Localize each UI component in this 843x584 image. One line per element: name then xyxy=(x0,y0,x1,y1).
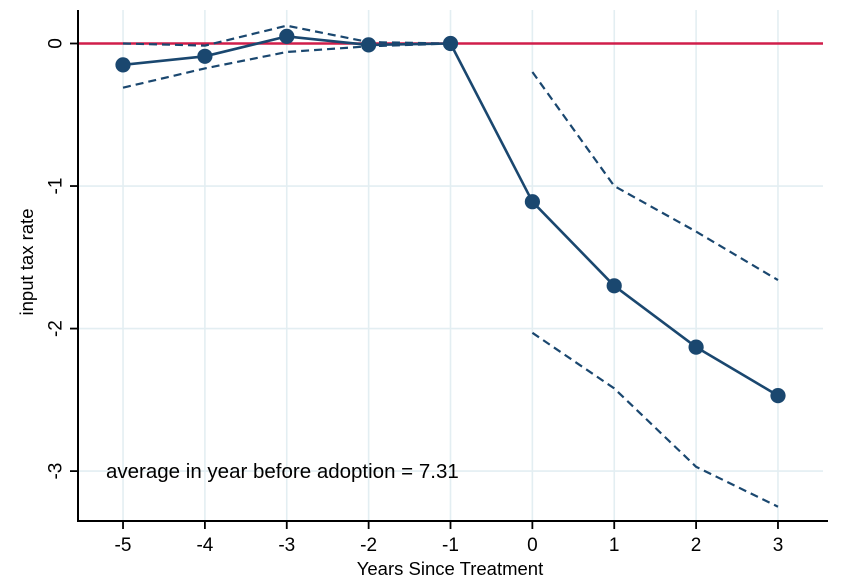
x-tick-label: 0 xyxy=(527,535,538,556)
estimate-marker xyxy=(361,37,377,53)
x-tick-label: -1 xyxy=(442,535,459,556)
x-tick-label: -5 xyxy=(115,535,132,556)
x-tick-label: 1 xyxy=(609,535,620,556)
x-tick-label: -2 xyxy=(360,535,377,556)
y-tick-label: -3 xyxy=(46,463,67,480)
x-tick-label: -3 xyxy=(278,535,295,556)
y-tick-label: -1 xyxy=(46,178,67,195)
tick-labels: -5 -4 -3 -2 -1 0 1 2 3 0 -1 -2 -3 xyxy=(46,38,784,556)
ci-lower-post-dashed-line xyxy=(531,331,779,508)
annotation-average-note: average in year before adoption = 7.31 xyxy=(106,460,459,483)
x-tick-label: 2 xyxy=(691,535,702,556)
axes xyxy=(77,10,828,522)
ci-upper-pre-dashed-line xyxy=(122,24,451,47)
estimate-marker xyxy=(770,388,786,404)
x-tick-label: 3 xyxy=(773,535,784,556)
estimate-marker xyxy=(524,194,541,210)
estimate-marker xyxy=(606,278,622,294)
ci-lower-pre-dashed-line xyxy=(122,42,451,89)
series-lines xyxy=(115,24,786,508)
estimate-marker xyxy=(197,48,213,64)
gridlines xyxy=(78,10,823,521)
x-axis-title: Years Since Treatment xyxy=(357,558,543,579)
estimate-marker xyxy=(115,57,131,73)
estimate-marker xyxy=(688,339,704,355)
y-tick-label: -2 xyxy=(46,320,67,337)
estimate-marker xyxy=(279,28,295,44)
ci-upper-post-dashed-line xyxy=(531,71,779,282)
y-tick-label: 0 xyxy=(46,38,67,49)
x-tick-label: -4 xyxy=(196,535,213,556)
y-axis-title: input tax rate xyxy=(16,209,37,316)
tick-marks xyxy=(70,42,779,529)
